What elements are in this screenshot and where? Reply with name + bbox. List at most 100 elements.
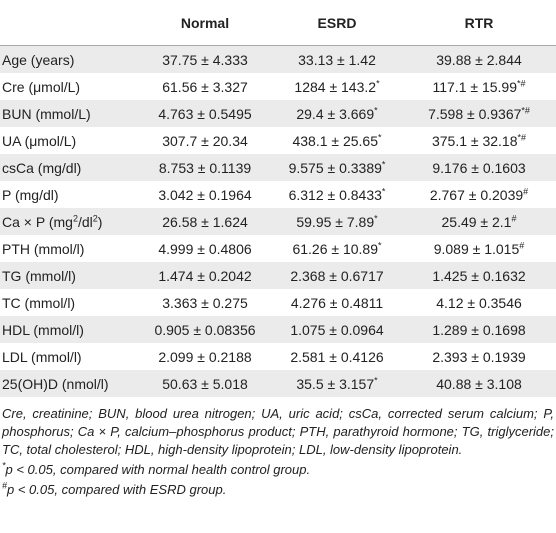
superscript: *: [374, 212, 378, 223]
cell-text: 2.099 ± 0.2188: [158, 348, 252, 365]
table-cell: 438.1 ± 25.65*: [272, 127, 402, 154]
cell-text: 39.88 ± 2.844: [436, 51, 522, 68]
table-cell: 9.575 ± 0.3389*: [272, 154, 402, 181]
table-row: csCa (mg/dl) 8.753 ± 0.1139 9.575 ± 0.3389…: [0, 154, 556, 181]
cell-text: LDL (mmol/l): [2, 348, 82, 365]
cell-text: 2.368 ± 0.6717: [290, 267, 384, 284]
cell-text: 40.88 ± 3.108: [436, 375, 522, 392]
superscript: *#: [517, 131, 527, 142]
cell-text: UA (μmol/L): [2, 132, 77, 149]
footnote: #p < 0.05, compared with ESRD group.: [2, 481, 554, 499]
cell-text: 61.26 ± 10.89: [292, 240, 378, 257]
row-label: UA (μmol/L): [0, 127, 138, 154]
abbreviations: Cre, creatinine; BUN, blood urea nitroge…: [2, 406, 554, 457]
table-cell: 2.767 ± 0.2039#: [402, 181, 556, 208]
table-cell: 9.089 ± 1.015#: [402, 235, 556, 262]
column-header: ESRD: [272, 0, 402, 46]
table-cell: 1.289 ± 0.1698: [402, 316, 556, 343]
cell-text: 438.1 ± 25.65: [292, 132, 378, 149]
table-row: BUN (mmol/L) 4.763 ± 0.5495 29.4 ± 3.669* 7…: [0, 100, 556, 127]
table-cell: 307.7 ± 20.34: [138, 127, 272, 154]
table-cell: 2.581 ± 0.4126: [272, 343, 402, 370]
cell-text: BUN (mmol/L): [2, 105, 91, 122]
cell-text: PTH (mmol/l): [2, 240, 85, 257]
cell-text: P (mg/dl): [2, 186, 59, 203]
cell-text: 117.1 ± 15.99: [432, 78, 517, 95]
cell-text: 4.12 ± 0.3546: [436, 294, 522, 311]
footnote-mark: #: [2, 480, 8, 491]
row-label: Age (years): [0, 45, 138, 73]
table-cell: 50.63 ± 5.018: [138, 370, 272, 397]
table-cell: 4.763 ± 0.5495: [138, 100, 272, 127]
row-label: P (mg/dl): [0, 181, 138, 208]
row-label: HDL (mmol/l): [0, 316, 138, 343]
column-header: Normal: [138, 0, 272, 46]
table-cell: 4.12 ± 0.3546: [402, 289, 556, 316]
table-cell: 1284 ± 143.2*: [272, 73, 402, 100]
cell-text: 37.75 ± 4.333: [162, 51, 248, 68]
table-cell: 0.905 ± 0.08356: [138, 316, 272, 343]
superscript: #: [511, 212, 517, 223]
table-cell: 3.042 ± 0.1964: [138, 181, 272, 208]
cell-text: 33.13 ± 1.42: [298, 51, 376, 68]
table-cell: 40.88 ± 3.108: [402, 370, 556, 397]
cell-text: 2.767 ± 0.2039: [429, 186, 524, 203]
cell-text: Cre (μmol/L): [2, 78, 81, 95]
cell-text: 9.176 ± 0.1603: [432, 159, 526, 176]
table-cell: 59.95 ± 7.89*: [272, 208, 402, 235]
table-cell: 37.75 ± 4.333: [138, 45, 272, 73]
cell-text: 50.63 ± 5.018: [162, 375, 248, 392]
table-cell: 61.56 ± 3.327: [138, 73, 272, 100]
cell-text: 4.763 ± 0.5495: [158, 105, 252, 122]
column-header: [0, 0, 138, 46]
table-notes: Cre, creatinine; BUN, blood urea nitroge…: [0, 397, 556, 499]
cell-text: TG (mmol/l): [2, 267, 76, 284]
cell-text: 29.4 ± 3.669: [296, 105, 375, 122]
table-cell: 2.099 ± 0.2188: [138, 343, 272, 370]
table-cell: 4.999 ± 0.4806: [138, 235, 272, 262]
cell-text: 1.289 ± 0.1698: [432, 321, 526, 338]
row-label: Cre (μmol/L): [0, 73, 138, 100]
table-cell: 3.363 ± 0.275: [138, 289, 272, 316]
cell-text: HDL (mmol/l): [2, 321, 84, 338]
cell-text: 3.042 ± 0.1964: [158, 186, 252, 203]
footnote-text: p < 0.05, compared with normal health co…: [5, 462, 311, 477]
cell-text: 26.58 ± 1.624: [162, 213, 248, 230]
table-cell: 25.49 ± 2.1#: [402, 208, 556, 235]
table-row: HDL (mmol/l) 0.905 ± 0.08356 1.075 ± 0.096…: [0, 316, 556, 343]
cell-text: 375.1 ± 32.18: [431, 132, 518, 149]
table-row: LDL (mmol/l) 2.099 ± 0.2188 2.581 ± 0.4126…: [0, 343, 556, 370]
cell-text: 59.95 ± 7.89: [296, 213, 375, 230]
cell-text: 4.276 ± 0.4811: [290, 294, 384, 311]
table-cell: 2.368 ± 0.6717: [272, 262, 402, 289]
cell-text: 8.753 ± 0.1139: [158, 159, 252, 176]
footnote-text: p < 0.05, compared with ESRD group.: [7, 482, 227, 497]
table-cell: 6.312 ± 0.8433*: [272, 181, 402, 208]
cell-text: 4.999 ± 0.4806: [158, 240, 252, 257]
column-header: RTR: [402, 0, 556, 46]
table-cell: 1.474 ± 0.2042: [138, 262, 272, 289]
cell-text: 35.5 ± 3.157: [296, 375, 375, 392]
table-row: PTH (mmol/l) 4.999 ± 0.4806 61.26 ± 10.89*…: [0, 235, 556, 262]
superscript: #: [519, 239, 525, 250]
row-label: BUN (mmol/L): [0, 100, 138, 127]
table-row: UA (μmol/L) 307.7 ± 20.34 438.1 ± 25.65* 37…: [0, 127, 556, 154]
table-cell: 9.176 ± 0.1603: [402, 154, 556, 181]
superscript: *: [374, 104, 378, 115]
table-row: P (mg/dl) 3.042 ± 0.1964 6.312 ± 0.8433* 2.…: [0, 181, 556, 208]
table-cell: 33.13 ± 1.42: [272, 45, 402, 73]
superscript: *: [376, 77, 380, 88]
superscript: *: [378, 239, 382, 250]
table-cell: 29.4 ± 3.669*: [272, 100, 402, 127]
cell-text: ): [97, 213, 103, 230]
superscript: *: [374, 374, 378, 385]
table-cell: 4.276 ± 0.4811: [272, 289, 402, 316]
table-cell: 1.075 ± 0.0964: [272, 316, 402, 343]
cell-text: /dl: [77, 213, 93, 230]
cell-text: 25.49 ± 2.1: [441, 213, 512, 230]
superscript: 2: [72, 212, 78, 223]
table-cell: 26.58 ± 1.624: [138, 208, 272, 235]
header-row: Normal ESRD RTR: [0, 0, 556, 46]
superscript: *#: [521, 104, 530, 115]
